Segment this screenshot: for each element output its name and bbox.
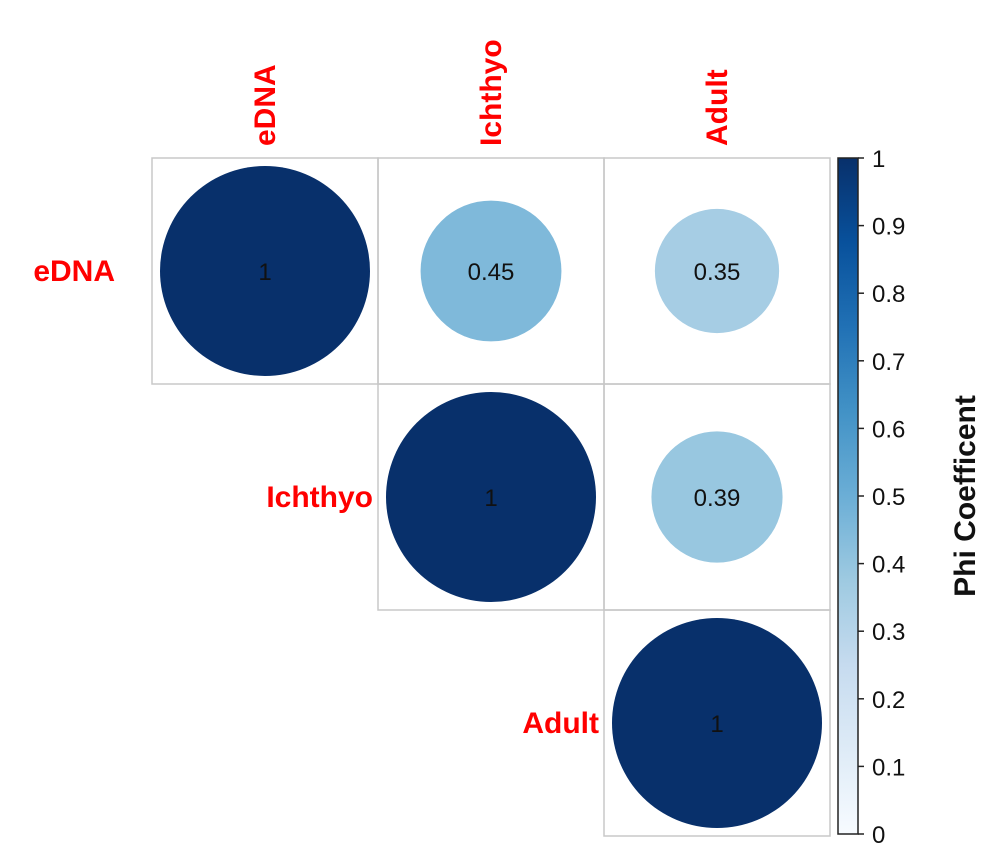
colorbar: 0 0.1 0.2 0.3 0.4 0.5 0.6 0.7 0.8 0.9 1 Phi Coeffi… bbox=[837, 146, 982, 846]
cell-value: 0.35 bbox=[694, 259, 741, 286]
correlation-circle bbox=[654, 208, 780, 334]
cell-value-labels: 1 0.45 0.35 1 0.39 1 bbox=[258, 259, 740, 738]
grid-cell bbox=[603, 609, 831, 837]
colorbar-tick-label: 1 bbox=[872, 146, 885, 173]
colorbar-tick-label: 0.2 bbox=[872, 687, 905, 714]
colorbar-tick-label: 0.4 bbox=[872, 552, 905, 579]
colorbar-title: Phi Coefficent bbox=[949, 395, 982, 597]
correlation-circle bbox=[386, 392, 596, 602]
row-label: Ichthyo bbox=[266, 481, 373, 514]
correlation-circle bbox=[420, 200, 562, 342]
colorbar-tick-label: 0 bbox=[872, 822, 885, 846]
row-label: eDNA bbox=[33, 255, 115, 288]
column-label: eDNA bbox=[249, 64, 282, 146]
colorbar-tick-label: 0.3 bbox=[872, 619, 905, 646]
colorbar-tick-label: 0.7 bbox=[872, 349, 905, 376]
colorbar-tick-label: 0.6 bbox=[872, 416, 905, 443]
correlation-circle bbox=[651, 431, 783, 563]
column-label: Adult bbox=[701, 69, 734, 146]
grid-cells bbox=[151, 157, 831, 837]
colorbar-tick-label: 0.8 bbox=[872, 281, 905, 308]
cell-value: 0.45 bbox=[468, 259, 515, 286]
correlation-circle bbox=[612, 618, 822, 828]
cell-value: 1 bbox=[258, 259, 271, 286]
colorbar-gradient bbox=[837, 157, 859, 835]
row-label: Adult bbox=[522, 707, 599, 740]
colorbar-tick-label: 0.9 bbox=[872, 214, 905, 241]
cell-value: 1 bbox=[484, 485, 497, 512]
correlation-circle bbox=[160, 166, 370, 376]
cell-value: 1 bbox=[710, 711, 723, 738]
variable-labels: eDNA eDNA Ichthyo Ichthyo Adult Adult bbox=[33, 39, 734, 740]
colorbar-tick-label: 0.1 bbox=[872, 754, 905, 781]
correlation-circles bbox=[160, 166, 822, 828]
colorbar-tick-label: 0.5 bbox=[872, 484, 905, 511]
cell-value: 0.39 bbox=[694, 485, 741, 512]
colorbar-ticks: 0 0.1 0.2 0.3 0.4 0.5 0.6 0.7 0.8 0.9 1 bbox=[858, 146, 905, 846]
column-label: Ichthyo bbox=[475, 39, 508, 146]
